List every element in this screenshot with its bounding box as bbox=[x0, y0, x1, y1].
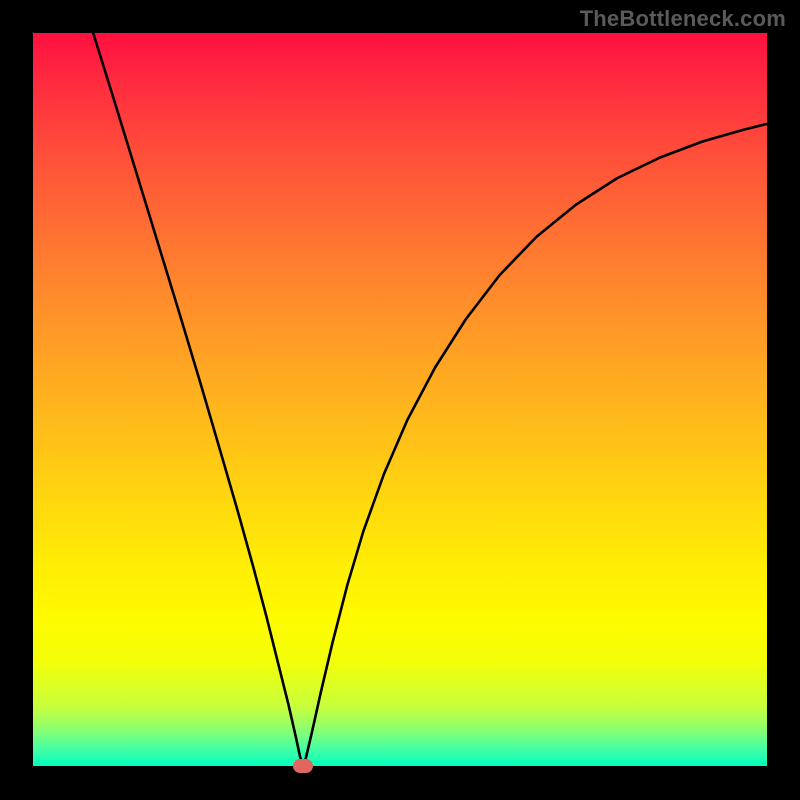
chart-container: TheBottleneck.com bbox=[0, 0, 800, 800]
curve-layer bbox=[0, 0, 800, 800]
value-curve bbox=[93, 33, 767, 766]
watermark-text: TheBottleneck.com bbox=[580, 6, 786, 32]
min-marker bbox=[293, 759, 313, 773]
